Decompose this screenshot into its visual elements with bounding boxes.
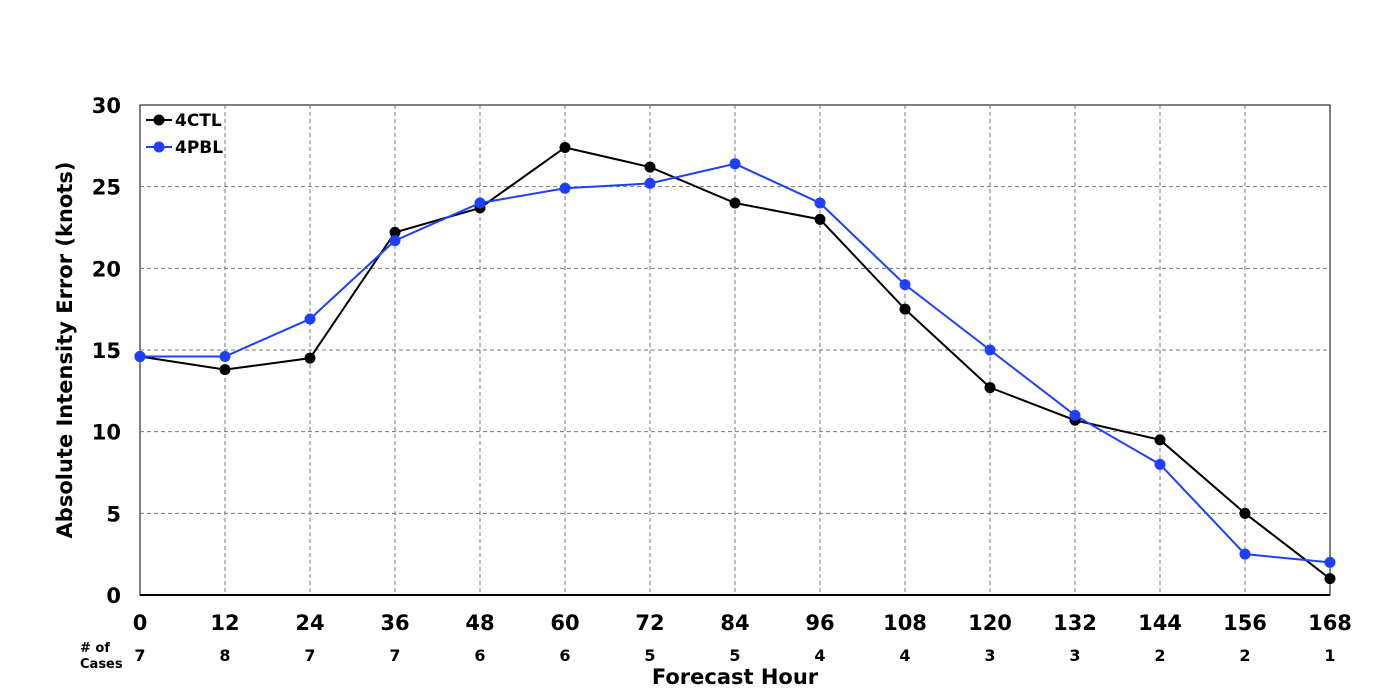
x-tick-label: 156 (1223, 611, 1267, 635)
data-point-4ctl (389, 226, 401, 238)
y-tick-label: 20 (92, 257, 121, 281)
data-point-4pbl (1324, 556, 1336, 568)
data-point-4pbl (729, 158, 741, 170)
x-tick-label: 0 (133, 611, 148, 635)
case-count: 5 (729, 646, 740, 665)
y-axis-title: Absolute Intensity Error (knots) (53, 162, 77, 539)
x-axis-title: Forecast Hour (652, 665, 819, 689)
data-point-4pbl (644, 177, 656, 189)
data-point-4pbl (1154, 458, 1166, 470)
data-point-4ctl (984, 382, 996, 394)
data-point-4pbl (1069, 409, 1081, 421)
series-layer (134, 141, 1336, 585)
x-tick-label: 84 (720, 611, 749, 635)
case-count: 3 (1069, 646, 1080, 665)
x-tick-label: 144 (1138, 611, 1182, 635)
data-point-4ctl (644, 161, 656, 173)
case-count: 6 (559, 646, 570, 665)
x-tick-label: 24 (295, 611, 324, 635)
data-point-4pbl (304, 313, 316, 325)
legend-marker-4pbl (153, 141, 165, 153)
legend: 4CTL 4PBL (146, 111, 223, 158)
case-count: 2 (1154, 646, 1165, 665)
data-point-4pbl (219, 351, 231, 363)
cases-label-line1: # of (80, 641, 110, 656)
y-tick-label: 25 (92, 176, 121, 200)
legend-label-4pbl: 4PBL (175, 138, 223, 158)
data-point-4pbl (984, 344, 996, 356)
data-point-4pbl (899, 279, 911, 291)
x-tick-label: 72 (635, 611, 664, 635)
y-tick-label: 5 (106, 502, 121, 526)
data-point-4pbl (1239, 548, 1251, 560)
y-tick-label: 15 (92, 339, 121, 363)
cases-label-line2: Cases (80, 657, 123, 672)
data-point-4ctl (899, 303, 911, 315)
case-count: 2 (1239, 646, 1250, 665)
y-tick-label: 0 (106, 584, 121, 608)
x-tick-label: 168 (1308, 611, 1352, 635)
legend-label-4ctl: 4CTL (175, 111, 222, 131)
case-count: 1 (1324, 646, 1335, 665)
data-point-4pbl (134, 351, 146, 363)
x-tick-label: 48 (465, 611, 494, 635)
x-tick-label: 60 (550, 611, 579, 635)
data-point-4pbl (389, 235, 401, 247)
data-point-4ctl (1154, 434, 1166, 446)
case-count: 8 (219, 646, 230, 665)
legend-marker-4ctl (153, 114, 165, 126)
data-point-4pbl (814, 197, 826, 209)
x-tick-label: 132 (1053, 611, 1097, 635)
tick-labels: 0 12 24 36 48 60 72 84 96 108 120 132 144 156 168 0 5 10 1… (92, 94, 1352, 635)
data-point-4ctl (219, 364, 231, 376)
case-count: 3 (984, 646, 995, 665)
y-tick-label: 10 (92, 421, 121, 445)
case-counts: 7 8 7 7 6 6 5 5 4 4 3 3 2 2 1 (134, 646, 1335, 665)
x-tick-label: 36 (380, 611, 409, 635)
case-count: 4 (899, 646, 910, 665)
case-count: 7 (134, 646, 145, 665)
data-point-4pbl (474, 197, 486, 209)
data-point-4ctl (1324, 573, 1336, 585)
x-tick-label: 120 (968, 611, 1012, 635)
data-point-4ctl (304, 352, 316, 364)
x-tick-label: 96 (805, 611, 834, 635)
data-point-4ctl (1239, 507, 1251, 519)
data-point-4ctl (814, 213, 826, 225)
case-count: 5 (644, 646, 655, 665)
case-count: 7 (304, 646, 315, 665)
data-point-4ctl (729, 197, 741, 209)
case-count: 7 (389, 646, 400, 665)
y-tick-label: 30 (92, 94, 121, 118)
data-point-4pbl (559, 182, 571, 194)
data-point-4ctl (559, 141, 571, 153)
x-tick-label: 108 (883, 611, 927, 635)
case-count: 4 (814, 646, 825, 665)
x-tick-label: 12 (210, 611, 239, 635)
case-count: 6 (474, 646, 485, 665)
